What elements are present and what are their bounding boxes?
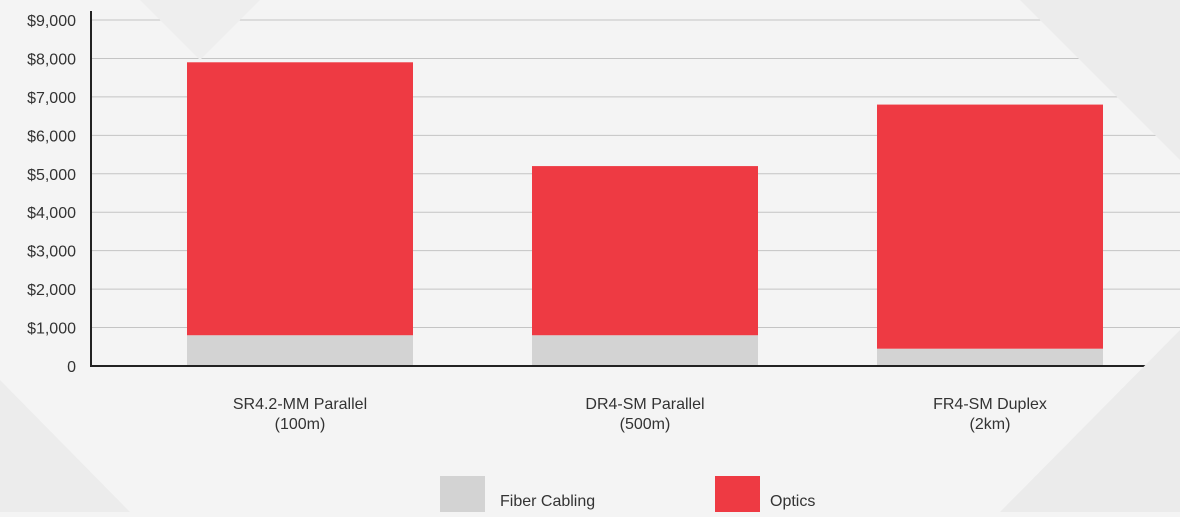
y-tick-label: $7,000 (27, 90, 76, 107)
y-tick-label: $5,000 (27, 167, 76, 184)
y-tick-label: $8,000 (27, 51, 76, 68)
y-tick-label: $9,000 (27, 13, 76, 30)
bar-fiber-cabling (877, 348, 1103, 366)
legend: Fiber Cabling Optics (440, 476, 815, 512)
x-category-labels: SR4.2-MM Parallel (100m) DR4-SM Parallel (5… (233, 396, 1047, 433)
bars (187, 62, 1103, 366)
x-category-label: DR4-SM Parallel (500m) (585, 396, 704, 433)
x-category-label: SR4.2-MM Parallel (100m) (233, 396, 367, 433)
bar-optics (532, 166, 758, 336)
legend-swatch (440, 476, 485, 512)
x-category-label: FR4-SM Duplex (2km) (933, 396, 1047, 433)
y-tick-label: 0 (67, 359, 76, 376)
bar-fiber-cabling (187, 335, 413, 366)
y-tick-label: $1,000 (27, 321, 76, 338)
y-tick-label: $6,000 (27, 128, 76, 145)
legend-swatch (715, 476, 760, 512)
y-tick-label: $4,000 (27, 205, 76, 222)
legend-label: Fiber Cabling (500, 493, 595, 510)
y-tick-label: $3,000 (27, 244, 76, 261)
bar-optics (187, 62, 413, 336)
bar-optics (877, 104, 1103, 349)
y-tick-labels: 0 $1,000 $2,000 $3,000 $4,000 $5,000 $6,000 $7,… (27, 13, 76, 376)
legend-label: Optics (770, 493, 815, 510)
axes (90, 11, 1180, 367)
bar-fiber-cabling (532, 335, 758, 366)
y-tick-label: $2,000 (27, 282, 76, 299)
